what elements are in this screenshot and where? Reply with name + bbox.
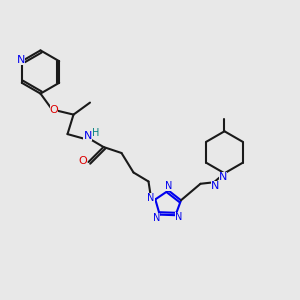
Text: N: N [83, 131, 92, 141]
Text: H: H [92, 128, 100, 138]
Text: O: O [50, 105, 58, 115]
Text: N: N [153, 213, 160, 223]
Text: N: N [17, 55, 26, 65]
Text: N: N [165, 181, 173, 191]
Text: N: N [211, 181, 220, 191]
Text: N: N [219, 172, 227, 182]
Text: N: N [147, 193, 155, 202]
Text: N: N [176, 212, 183, 222]
Text: O: O [79, 156, 88, 167]
